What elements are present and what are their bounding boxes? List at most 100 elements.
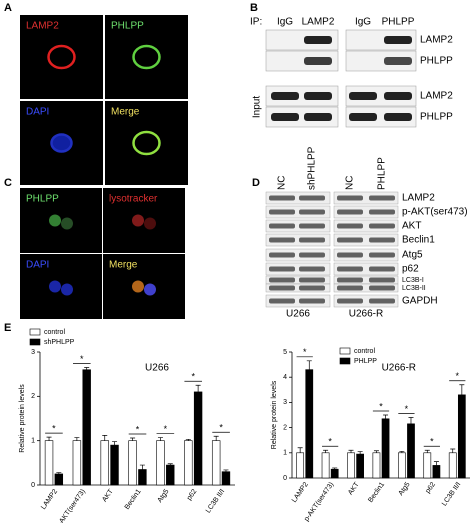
- blot-row-label: GAPDH: [402, 296, 438, 307]
- image-label: Merge: [111, 107, 140, 118]
- error-bar: [383, 414, 389, 419]
- cell: [49, 280, 61, 293]
- y-tick-label: 1: [283, 450, 287, 457]
- bar: [72, 440, 82, 486]
- legend-swatch: [339, 357, 351, 365]
- blot: [265, 191, 331, 205]
- error-bar: [195, 384, 201, 392]
- band: [269, 266, 295, 272]
- error-bar: [213, 435, 219, 441]
- legend-label: control: [44, 329, 65, 336]
- input-label: Input: [252, 96, 263, 118]
- blot: [345, 106, 417, 128]
- error-bar: [167, 463, 173, 466]
- bar: [423, 452, 432, 479]
- legend-swatch: [29, 328, 41, 336]
- blot: [333, 294, 399, 308]
- blot: [265, 262, 331, 276]
- band: [369, 252, 395, 258]
- band: [337, 266, 363, 272]
- band: [269, 298, 295, 304]
- image-label: LAMP2: [26, 21, 59, 32]
- band: [369, 277, 395, 283]
- image-label: DAPI: [26, 107, 49, 118]
- band: [337, 209, 363, 215]
- band: [349, 113, 377, 121]
- significance-mark: *: [164, 424, 168, 434]
- blot: [345, 85, 417, 107]
- blot: [265, 50, 339, 72]
- band: [337, 285, 363, 291]
- blot: [265, 106, 339, 128]
- bar: [211, 440, 221, 486]
- significance-mark: *: [191, 372, 195, 382]
- cell: [144, 283, 156, 296]
- bar: [166, 464, 175, 486]
- blot: [265, 29, 339, 51]
- significance-mark: *: [219, 423, 223, 433]
- bar: [296, 452, 305, 479]
- chart-title: U266: [145, 363, 169, 374]
- legend-label: shPHLPP: [44, 339, 75, 346]
- image-label: DAPI: [26, 260, 49, 271]
- bar: [156, 440, 165, 486]
- band: [369, 266, 395, 272]
- error-bar: [399, 450, 405, 453]
- significance-mark: *: [405, 404, 409, 414]
- band: [369, 223, 395, 229]
- blot: [333, 205, 399, 219]
- y-axis-label: Relative protein levels: [19, 384, 26, 453]
- band: [369, 209, 395, 215]
- band: [271, 92, 299, 100]
- band: [269, 252, 295, 258]
- micrograph: [105, 15, 188, 99]
- bar: [398, 452, 406, 479]
- blot: [265, 233, 331, 247]
- error-bar: [373, 450, 379, 453]
- blot: [345, 50, 417, 72]
- blot-row-label: LAMP2: [420, 35, 453, 46]
- bar: [407, 423, 415, 479]
- lane-label: IgG: [277, 17, 293, 28]
- error-bar: [332, 467, 338, 470]
- error-bar: [130, 437, 136, 441]
- bar: [448, 452, 457, 479]
- blot: [333, 219, 399, 233]
- significance-mark: *: [52, 423, 56, 433]
- y-tick-label: 3: [283, 399, 287, 406]
- error-bar: [112, 441, 118, 446]
- cell: [49, 214, 61, 227]
- cell: [144, 217, 156, 230]
- y-tick-label: 4: [283, 374, 287, 381]
- band: [299, 223, 325, 229]
- significance-mark: *: [80, 354, 84, 364]
- band: [304, 36, 332, 44]
- bar: [457, 394, 466, 479]
- image-label: lysotracker: [109, 194, 158, 205]
- band: [384, 113, 412, 121]
- band: [299, 209, 325, 215]
- band: [337, 237, 363, 243]
- image-label: PHLPP: [26, 194, 59, 205]
- error-bar: [323, 449, 329, 453]
- chart-title: U266-R: [382, 363, 416, 374]
- blot: [333, 283, 399, 293]
- blot-row-label: LAMP2: [420, 91, 453, 102]
- error-bar: [223, 469, 229, 472]
- error-bar: [408, 417, 414, 424]
- significance-mark: *: [136, 424, 140, 434]
- band: [269, 209, 295, 215]
- bar: [432, 465, 441, 479]
- bar: [193, 391, 203, 486]
- band: [337, 298, 363, 304]
- panel-label: E: [4, 322, 11, 334]
- blot: [265, 85, 339, 107]
- band: [337, 195, 363, 201]
- lane-label: LAMP2: [302, 17, 335, 28]
- bar: [347, 452, 355, 479]
- band: [337, 252, 363, 258]
- blot-row-label: p62: [402, 264, 419, 275]
- significance-mark: *: [456, 371, 460, 381]
- blot-row-label: LC3B-I: [402, 277, 424, 284]
- blot-row-label: p-AKT(ser473): [402, 207, 468, 218]
